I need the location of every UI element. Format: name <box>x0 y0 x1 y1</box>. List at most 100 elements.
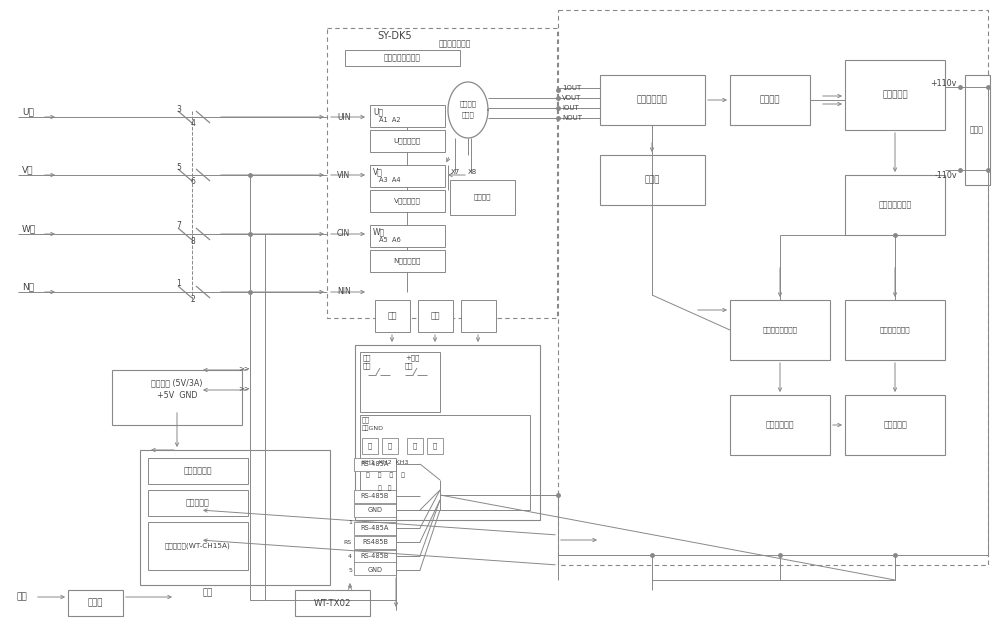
Bar <box>730 75 810 125</box>
Text: 电流变换及滤波器: 电流变换及滤波器 <box>384 54 420 63</box>
Text: RS485B: RS485B <box>362 539 388 545</box>
Bar <box>345 50 460 66</box>
Text: N相: N相 <box>22 282 34 292</box>
Text: V相: V相 <box>22 165 34 175</box>
Text: RS-485A: RS-485A <box>361 525 389 531</box>
Text: 脱扣器部分: 脱扣器部分 <box>883 420 907 430</box>
Text: 合: 合 <box>433 442 437 449</box>
Text: 8: 8 <box>191 237 195 246</box>
Text: RS-485B: RS-485B <box>361 553 389 559</box>
Bar <box>427 438 443 454</box>
Text: W相: W相 <box>22 225 36 234</box>
Bar <box>355 345 540 520</box>
Text: 跳合闸指示部分: 跳合闸指示部分 <box>880 327 910 334</box>
Bar <box>295 590 370 616</box>
Text: 分励: 分励 <box>362 417 370 423</box>
Text: 滤波器: 滤波器 <box>644 175 660 184</box>
Bar <box>354 458 396 471</box>
Text: 分闸: 分闸 <box>363 354 372 361</box>
Text: +110v: +110v <box>931 80 957 89</box>
Text: 电源开关部分: 电源开关部分 <box>637 96 667 104</box>
Bar <box>370 225 445 247</box>
Bar <box>965 75 990 185</box>
Bar <box>362 438 378 454</box>
Text: >>: >> <box>238 365 250 371</box>
Text: 1: 1 <box>348 520 352 525</box>
Bar <box>370 165 445 187</box>
Bar <box>370 105 445 127</box>
Bar <box>354 522 396 535</box>
Text: 4: 4 <box>191 120 195 128</box>
Bar <box>360 415 530 510</box>
Bar <box>148 522 248 570</box>
Bar <box>354 550 396 563</box>
Text: 启动: 启动 <box>387 311 397 320</box>
Text: X8: X8 <box>467 169 477 175</box>
Bar <box>375 300 410 332</box>
Text: A5  A6: A5 A6 <box>379 237 401 243</box>
Bar <box>730 300 830 360</box>
Text: 分: 分 <box>368 442 372 449</box>
Text: 控制器: 控制器 <box>462 111 474 118</box>
Text: NIN: NIN <box>337 287 351 296</box>
Bar <box>461 300 496 332</box>
Bar <box>845 395 945 455</box>
Text: UIN: UIN <box>337 113 351 122</box>
Text: 6: 6 <box>191 177 195 187</box>
Text: 5: 5 <box>177 163 181 172</box>
Text: 计算机: 计算机 <box>87 598 103 608</box>
Text: RS-485A: RS-485A <box>361 461 389 467</box>
Bar <box>112 370 242 425</box>
Text: RS: RS <box>344 539 352 544</box>
Text: 故障模拟器(WT-CH15A): 故障模拟器(WT-CH15A) <box>165 542 231 549</box>
Text: 总断路器: 总断路器 <box>460 101 477 108</box>
Text: 跳   闸: 跳 闸 <box>378 486 392 491</box>
Text: 2: 2 <box>191 294 195 303</box>
Text: 4: 4 <box>348 553 352 558</box>
Text: +合闸: +合闸 <box>405 354 419 361</box>
Text: 总磁保护: 总磁保护 <box>473 194 491 200</box>
Bar <box>382 438 398 454</box>
Bar <box>845 300 945 360</box>
Text: A3  A4: A3 A4 <box>379 177 401 183</box>
Text: A1  A2: A1 A2 <box>379 117 401 123</box>
Text: VOUT: VOUT <box>562 95 581 101</box>
Text: +5V  GND: +5V GND <box>157 391 197 399</box>
Bar <box>450 180 515 215</box>
Text: SY-DK5: SY-DK5 <box>378 31 412 41</box>
Text: U相过压保护: U相过压保护 <box>393 138 421 144</box>
Text: 线圈: 线圈 <box>363 363 372 369</box>
Bar <box>600 155 705 205</box>
Bar <box>370 130 445 152</box>
Text: U相: U相 <box>373 108 383 116</box>
Text: VIN: VIN <box>337 170 350 180</box>
Text: 直流屏: 直流屏 <box>970 125 984 134</box>
Text: 5: 5 <box>348 568 352 572</box>
Bar <box>845 60 945 130</box>
Text: 线圈: 线圈 <box>405 363 414 369</box>
Text: IOUT: IOUT <box>562 105 579 111</box>
Bar <box>730 395 830 455</box>
Text: GND: GND <box>368 567 382 573</box>
Text: 3: 3 <box>177 104 181 113</box>
Text: KH1  KH2  KH3: KH1 KH2 KH3 <box>362 460 408 465</box>
Text: -110v: -110v <box>934 172 957 180</box>
Bar <box>148 458 248 484</box>
Bar <box>327 28 557 318</box>
Text: 网络: 网络 <box>203 589 213 598</box>
Bar <box>140 450 330 585</box>
Text: V相: V相 <box>373 168 383 177</box>
Text: N相过压保护: N相过压保护 <box>393 258 421 265</box>
Bar <box>360 352 440 412</box>
Text: 语音计时模板: 语音计时模板 <box>184 467 212 475</box>
Text: 储能电机部分: 储能电机部分 <box>766 420 794 430</box>
Text: 市电: 市电 <box>17 592 27 601</box>
Text: 开关电源 (5V/3A): 开关电源 (5V/3A) <box>151 379 203 387</box>
Text: 储能电机控制部分: 储能电机控制部分 <box>763 327 798 334</box>
Text: NOUT: NOUT <box>562 115 582 121</box>
Bar <box>354 536 396 549</box>
Text: 状态采集器: 状态采集器 <box>186 499 210 508</box>
Bar <box>354 490 396 503</box>
Bar <box>354 504 396 517</box>
Bar <box>148 490 248 516</box>
